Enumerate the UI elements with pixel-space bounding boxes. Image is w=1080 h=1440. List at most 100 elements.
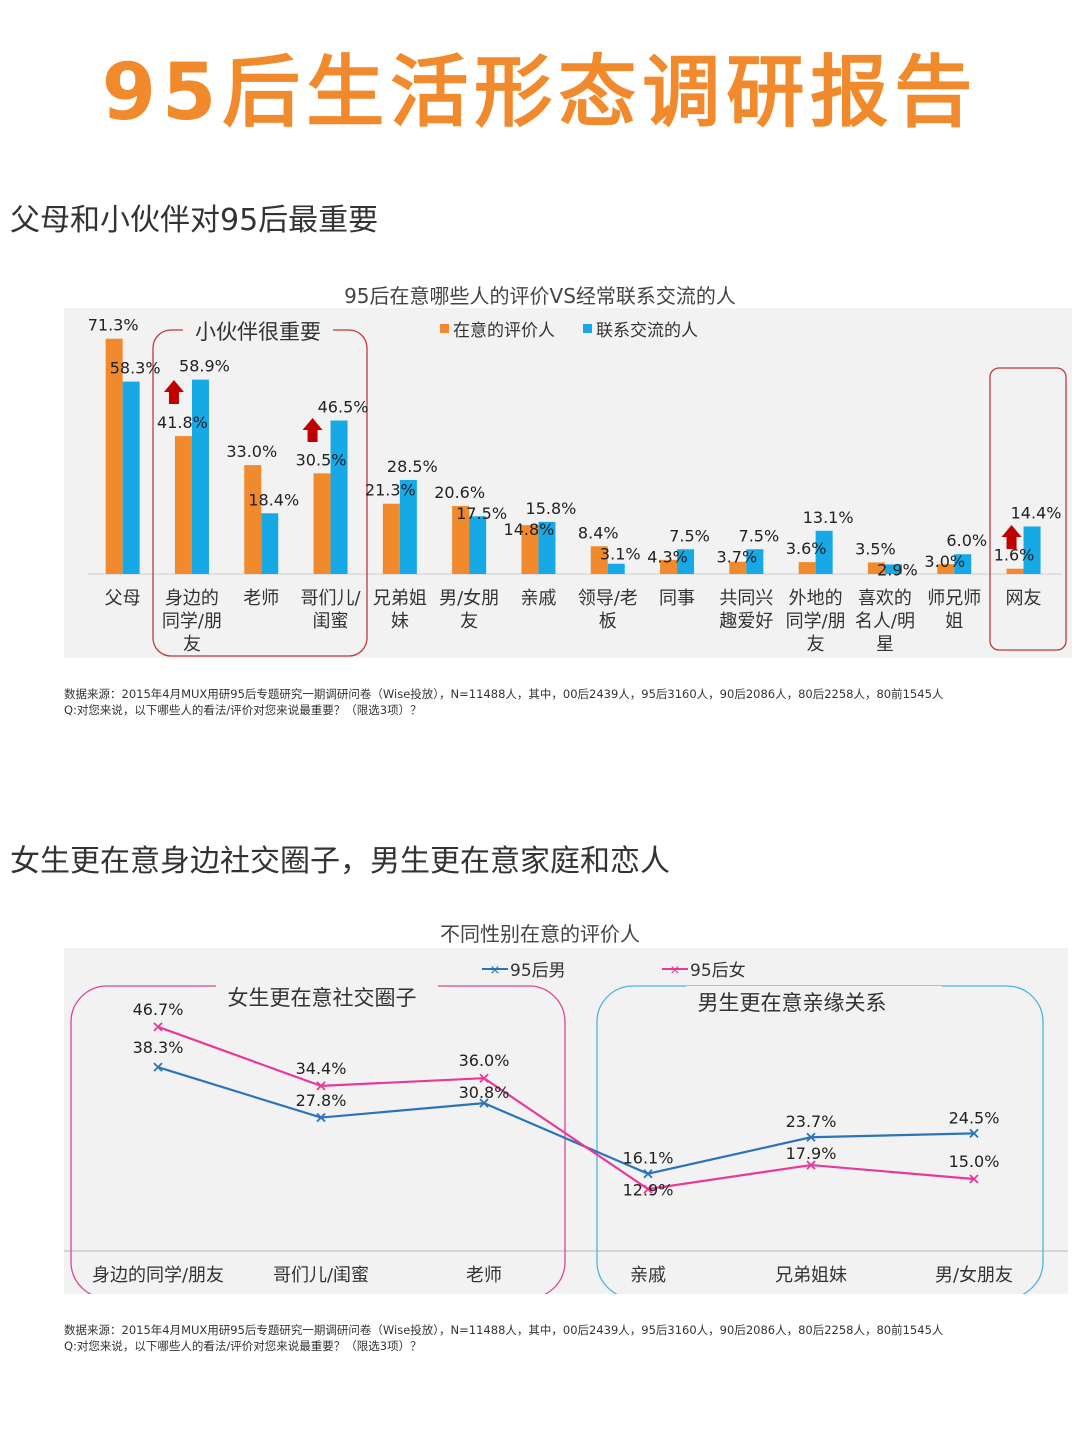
bar-orange	[382, 503, 400, 574]
x-tick-label: 同学/朋	[162, 611, 222, 632]
x-tick-label: 身边的	[165, 588, 219, 609]
data-point-male	[643, 1169, 653, 1179]
up-arrow-icon	[302, 418, 323, 442]
legend-label-male: 95后男	[510, 961, 566, 981]
bar-orange	[798, 562, 816, 574]
data-point-female	[643, 1184, 653, 1194]
data-label-male: 30.8%	[459, 1083, 510, 1102]
data-label-female: 17.9%	[786, 1144, 837, 1163]
section2-heading: 女生更在意身边社交圈子，男生更在意家庭和恋人	[10, 844, 670, 879]
bar-orange	[452, 506, 470, 574]
data-label-female: 12.9%	[623, 1181, 674, 1200]
x-tick-label: 老师	[243, 588, 279, 609]
bar-value-label-orange: 3.7%	[717, 547, 758, 566]
chart2-panel: 女生更在意社交圈子 男生更在意亲缘关系 × 95后男 × 95后女 38.3% 27.8% 30…	[64, 948, 1068, 1299]
bar-blue	[607, 563, 625, 574]
series-line-male	[157, 1066, 975, 1175]
callout-label-right: 男生更在意亲缘关系	[698, 991, 887, 1015]
data-label-male: 24.5%	[949, 1108, 1000, 1127]
highlight-box-netfriend	[989, 367, 1067, 651]
x-tick-label: 妹	[391, 611, 409, 632]
bar-orange	[867, 562, 885, 574]
x-tick-label: 男/女朋友	[935, 1265, 1013, 1286]
x-tick-label: 闺蜜	[313, 611, 349, 632]
data-label-female: 46.7%	[133, 1000, 184, 1019]
bar-blue	[677, 549, 695, 574]
callout-box-label: 小伙伴很重要	[195, 320, 321, 344]
data-point-male	[806, 1132, 816, 1142]
legend-label-blue: 联系交流的人	[596, 321, 698, 341]
bar-blue	[399, 479, 417, 574]
bar-value-label-blue: 3.1%	[600, 544, 641, 563]
x-tick-label: 哥们儿/闺蜜	[273, 1265, 369, 1286]
bar-value-label-blue: 6.0%	[946, 531, 987, 550]
up-arrow-icon	[1001, 525, 1022, 549]
bar-value-label-orange: 41.8%	[157, 413, 208, 432]
legend-swatch-orange	[440, 324, 449, 333]
legend-label-orange: 在意的评价人	[453, 321, 555, 341]
bar-chart: 在意的评价人 联系交流的人 小伙伴很重要 71.3% 58.3% 父母 41.8% 58.9%…	[88, 316, 1067, 657]
bar-blue	[330, 420, 348, 574]
chart1-panel: 在意的评价人 联系交流的人 小伙伴很重要 71.3% 58.3% 父母 41.8% 58.9%…	[64, 308, 1072, 658]
bar-value-label-orange: 21.3%	[365, 481, 416, 500]
bar-blue	[954, 554, 972, 574]
data-point-male	[969, 1128, 979, 1139]
bar-blue	[815, 530, 833, 574]
x-tick-label: 身边的同学/朋友	[92, 1265, 224, 1286]
legend-label-female: 95后女	[690, 961, 746, 981]
bar-orange	[244, 465, 262, 574]
bar-blue	[469, 516, 487, 574]
page-title: 95后生活形态调研报告	[101, 48, 979, 138]
bar-blue	[746, 549, 764, 574]
legend-swatch-blue	[583, 324, 592, 333]
x-tick-label: 领导/老	[578, 588, 638, 609]
bar-value-label-blue: 58.9%	[179, 357, 230, 376]
callout-label-bg-left	[216, 980, 438, 1010]
bar-orange	[660, 559, 678, 574]
bar-orange	[1006, 568, 1024, 574]
data-label-male: 16.1%	[623, 1149, 674, 1168]
legend-marker-male: ×	[490, 963, 501, 978]
x-tick-label: 板	[599, 611, 617, 632]
bar-value-label-blue: 7.5%	[669, 526, 710, 545]
x-tick-label: 父母	[105, 588, 141, 609]
bar-orange	[729, 561, 747, 574]
x-tick-label: 星	[876, 634, 894, 655]
data-point-female	[806, 1160, 816, 1170]
bar-value-label-blue: 46.5%	[318, 398, 369, 417]
bar-value-label-blue: 15.8%	[526, 499, 577, 518]
bar-orange	[521, 525, 539, 574]
data-label-female: 36.0%	[459, 1051, 510, 1070]
callout-label-bg	[183, 318, 333, 344]
bar-value-label-orange: 14.8%	[504, 520, 555, 539]
chart2-source-line1: 数据来源：2015年4月MUX用研95后专题研究一期调研问卷（Wise投放），N…	[64, 1323, 944, 1337]
x-tick-label: 同事	[659, 588, 695, 609]
series-line-female	[157, 1025, 975, 1191]
callout-label-bg-right	[686, 986, 942, 1016]
section1-heading: 父母和小伙伴对95后最重要	[10, 203, 379, 238]
bar-value-label-orange: 71.3%	[88, 316, 139, 335]
x-tick-label: 网友	[1006, 588, 1042, 609]
data-point-male	[479, 1098, 489, 1108]
chart1-title: 95后在意哪些人的评价VS经常联系交流的人	[344, 284, 736, 308]
bar-value-label-blue: 13.1%	[803, 508, 854, 527]
data-label-female: 34.4%	[296, 1059, 347, 1078]
x-tick-label: 喜欢的	[858, 588, 912, 609]
x-tick-label: 亲戚	[520, 588, 556, 609]
x-tick-label: 哥们儿/	[301, 588, 362, 609]
bar-value-label-blue: 2.9%	[877, 560, 918, 579]
bar-value-label-blue: 7.5%	[739, 526, 780, 545]
x-tick-label: 趣爱好	[719, 611, 773, 632]
bar-value-label-orange: 3.6%	[786, 539, 827, 558]
bar-blue	[191, 379, 209, 574]
callout-label-left: 女生更在意社交圈子	[228, 986, 417, 1010]
bar-orange	[937, 564, 955, 574]
x-tick-label: 男/女朋	[439, 588, 499, 609]
bar-value-label-blue: 18.4%	[248, 490, 299, 509]
chart1-source-line1: 数据来源：2015年4月MUX用研95后专题研究一期调研问卷（Wise投放），N…	[64, 687, 944, 701]
data-point-female	[153, 1022, 163, 1032]
x-tick-label: 兄弟姐	[373, 588, 427, 609]
x-tick-label: 亲戚	[630, 1265, 666, 1286]
bar-value-label-blue: 14.4%	[1011, 503, 1062, 522]
x-tick-label: 友	[460, 611, 478, 632]
